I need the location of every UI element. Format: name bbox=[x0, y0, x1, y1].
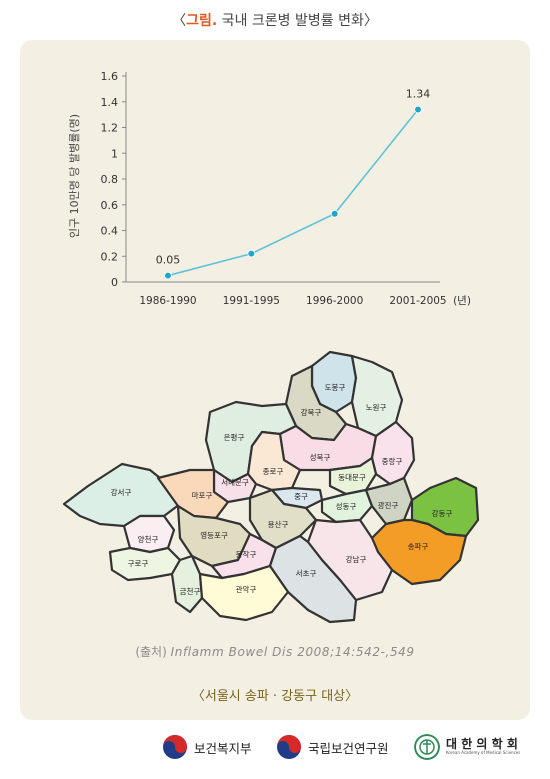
source-reference: Inflamm Bowel Dis 2008;14:542-,549 bbox=[170, 645, 415, 659]
map-district-dongdaemun bbox=[328, 456, 378, 496]
footer-org-mohw: 보건복지부 bbox=[194, 740, 252, 756]
map-label-jung: 중구 bbox=[294, 492, 308, 501]
x-tick-label: 1986-1990 bbox=[139, 295, 196, 307]
map-district-seocho bbox=[268, 534, 358, 624]
y-tick-label: 0 bbox=[111, 276, 118, 289]
y-tick-label: 0.4 bbox=[101, 225, 119, 238]
map-district-geumcheon bbox=[170, 554, 204, 614]
map-label-seongdong: 성동구 bbox=[336, 502, 357, 511]
map-label-yangcheon: 양천구 bbox=[138, 534, 159, 544]
y-tick-label: 1.2 bbox=[101, 122, 119, 135]
map-label-jongno: 종로구 bbox=[263, 467, 284, 476]
x-axis-unit-label: (년) bbox=[453, 295, 471, 307]
y-tick-label: 1.6 bbox=[101, 70, 119, 83]
figure-label: 그림. bbox=[186, 13, 218, 29]
source-prefix: (출처) bbox=[135, 645, 171, 659]
map-label-gwanak: 관악구 bbox=[236, 584, 257, 594]
map-label-yongsan: 용산구 bbox=[268, 519, 289, 529]
data-label: 0.05 bbox=[156, 254, 181, 267]
title-bracket-open: 〈 bbox=[172, 13, 187, 29]
map-label-gwangjin: 광진구 bbox=[378, 500, 399, 510]
map-district-yangcheon bbox=[122, 514, 176, 554]
y-axis-title: 인구 10만명 당 발병률(명) bbox=[68, 114, 81, 238]
data-point bbox=[330, 209, 339, 218]
map-label-seocho: 서초구 bbox=[296, 569, 317, 578]
map-district-gwanak bbox=[198, 564, 290, 622]
map-label-yeongdeungpo: 영등포구 bbox=[200, 530, 228, 540]
x-tick-label: 2001-2005 bbox=[389, 295, 446, 307]
map-label-dongjak: 동작구 bbox=[236, 549, 257, 559]
map-label-eunpyeong: 은평구 bbox=[224, 432, 245, 442]
x-tick-label: 1991-1995 bbox=[223, 295, 280, 307]
map-label-seongbuk: 성북구 bbox=[310, 453, 331, 462]
map-label-nowon: 노원구 bbox=[366, 403, 387, 412]
y-tick-label: 1.4 bbox=[101, 96, 119, 109]
map-district-seongdong bbox=[320, 488, 374, 524]
data-label: 1.34 bbox=[406, 87, 431, 100]
map-label-dobong: 도봉구 bbox=[325, 383, 346, 392]
source-citation: (출처) Inflamm Bowel Dis 2008;14:542-,549 bbox=[0, 643, 550, 660]
mohw-logo-icon bbox=[163, 735, 187, 759]
data-point bbox=[247, 249, 256, 258]
y-tick-label: 0.8 bbox=[101, 173, 119, 186]
map-label-gangdong: 강동구 bbox=[432, 508, 453, 518]
footer-org-kams-english: Korean Academy of Medical Sciences bbox=[446, 750, 521, 756]
map-label-gangseo: 강서구 bbox=[111, 487, 132, 497]
x-tick-label: 1996-2000 bbox=[306, 295, 363, 307]
map-label-guro: 구로구 bbox=[128, 559, 149, 568]
figure-title-text: 국내 크론병 발병률 변화 bbox=[217, 13, 364, 29]
footer-logo-nih: 국립보건연구원 bbox=[276, 732, 389, 762]
nih-logo-icon bbox=[277, 735, 301, 759]
map-label-dongdaemun: 동대문구 bbox=[338, 473, 366, 482]
map-label-gangbuk: 강북구 bbox=[301, 407, 322, 417]
map-caption: 〈서울시 송파 · 강동구 대상〉 bbox=[191, 689, 359, 704]
map-district-gangseo bbox=[62, 462, 182, 528]
y-tick-label: 1 bbox=[111, 147, 118, 160]
map-label-gangnam: 강남구 bbox=[346, 554, 367, 564]
y-tick-label: 0.2 bbox=[101, 250, 119, 263]
title-bracket-close: 〉 bbox=[363, 13, 378, 29]
map-label-jungnang: 중랑구 bbox=[382, 457, 403, 466]
footer-org-nih: 국립보건연구원 bbox=[308, 740, 389, 756]
footer-org-kams: 대 한 의 학 회 bbox=[446, 737, 518, 752]
incidence-line-chart: 0 0.2 0.4 0.6 0.8 1 1.2 1.4 1.6 1986-1990 1991-199… bbox=[68, 70, 471, 307]
footer-logo-kams: 대 한 의 학 회 Korean Academy of Medical Scie… bbox=[414, 732, 520, 762]
data-point bbox=[414, 105, 422, 114]
footer-logo-mohw: 보건복지부 bbox=[162, 732, 252, 762]
data-point bbox=[164, 271, 172, 280]
map-district-yongsan bbox=[248, 488, 318, 550]
map-label-seodaemun: 서대문구 bbox=[221, 478, 249, 487]
map-label-geumcheon: 금천구 bbox=[180, 586, 201, 596]
kams-seal-icon bbox=[414, 734, 440, 760]
map-district-gwangjin bbox=[364, 476, 414, 526]
series-line bbox=[167, 108, 419, 277]
figure-title: 〈그림. 국내 크론병 발병률 변화〉 bbox=[0, 10, 550, 30]
y-tick-label: 0.6 bbox=[101, 199, 119, 212]
map-label-songpa: 송파구 bbox=[408, 542, 429, 551]
map-label-mapo: 마포구 bbox=[192, 491, 213, 500]
